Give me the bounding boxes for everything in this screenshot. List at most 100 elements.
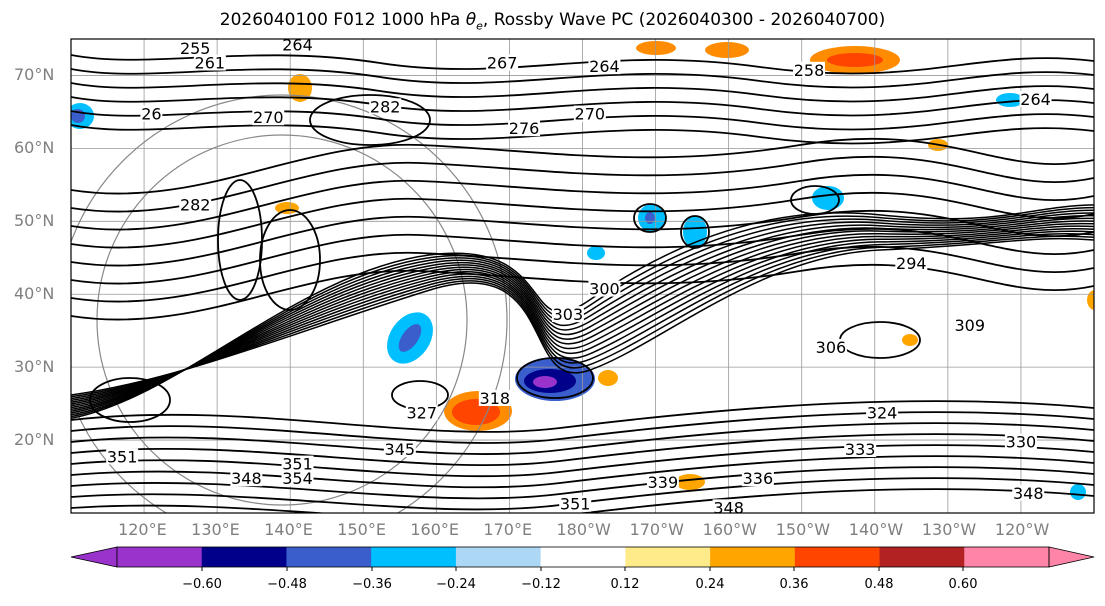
contour-label-background: [712, 499, 745, 513]
colorbar-tick-label: 0.60: [948, 577, 978, 592]
contour-line: [71, 245, 1094, 303]
colorbar-bin: [201, 547, 287, 567]
longitude-label: 120°W: [994, 520, 1050, 539]
contour-label: 306: [816, 338, 847, 357]
contour-label-background: [486, 54, 519, 71]
colorbar-bin: [371, 547, 457, 567]
warm-anomaly-blob: [275, 202, 299, 214]
contour-label-background: [281, 39, 314, 53]
contour-label-background: [953, 317, 986, 334]
colorbar-extend-high: [1048, 546, 1095, 568]
contour-label-background: [230, 470, 263, 487]
warm-anomaly-blob: [636, 41, 676, 55]
latitude-label: 50°N: [14, 211, 55, 231]
contour-label: 264: [589, 57, 620, 76]
latitude-label: 40°N: [14, 284, 55, 304]
contour-line: [71, 155, 1094, 213]
contour-line: [71, 173, 1094, 231]
warm-anomaly-blob: [675, 474, 705, 490]
contour-label-background: [369, 98, 402, 115]
contour-label: 270: [253, 108, 284, 127]
colorbar-tick-label: −0.36: [352, 577, 392, 592]
contour-eddy: [309, 94, 431, 146]
contour-label-background: [405, 404, 438, 421]
contour-label-background: [252, 109, 285, 126]
contour-label-background: [573, 105, 606, 122]
colorbar: [70, 546, 1095, 571]
contour-label: 351: [282, 455, 313, 474]
contour-label: 348: [1013, 484, 1044, 503]
colorbar-tick-label: 0.36: [779, 577, 809, 592]
cold-anomaly-blob: [996, 93, 1024, 107]
contour-label-background: [1019, 90, 1052, 107]
contour-eddy: [217, 179, 263, 301]
colorbar-tick-label: −0.24: [436, 577, 476, 592]
contour-label: 264: [1020, 90, 1051, 109]
contour-line: [71, 110, 1094, 131]
contour-label-background: [814, 338, 847, 355]
colorbar-tick-label: 0.12: [610, 577, 640, 592]
contour-label: 294: [896, 254, 927, 273]
colorbar-tick-label: −0.60: [182, 577, 222, 592]
contour-line: [71, 433, 1094, 467]
colorbar-bin: [879, 547, 965, 567]
colorbar-bin: [710, 547, 796, 567]
contour-line: [71, 137, 1094, 195]
contour-label-background: [179, 39, 212, 56]
longitude-label: 160°W: [702, 520, 757, 539]
longitude-label: 130°W: [921, 520, 977, 539]
title-prefix: 2026040100 F012 1000 hPa: [219, 10, 466, 30]
contour-eddy: [633, 203, 667, 233]
contour-label-background: [895, 255, 928, 272]
contour-label: 264: [282, 35, 313, 54]
colorbar-tick-label: −0.12: [521, 577, 561, 592]
contour-label: 26: [141, 105, 161, 124]
latitude-label: 20°N: [14, 430, 55, 450]
contour-label: 327: [406, 404, 437, 423]
contour-label-background: [588, 58, 621, 75]
cold-anomaly-blob: [587, 246, 605, 260]
contour-label: 351: [560, 495, 591, 514]
contour-label: 354: [282, 469, 313, 488]
contour-label: 324: [867, 404, 898, 423]
contour-line: [71, 235, 1094, 398]
cold-anomaly-center: [533, 376, 557, 388]
contour-label-background: [106, 448, 139, 465]
warm-anomaly-blob: [1087, 290, 1094, 310]
contour-label-background: [741, 470, 774, 487]
cold-anomaly-core: [398, 324, 422, 352]
contour-eddy: [790, 185, 840, 215]
contour-line: [71, 232, 1094, 400]
contour-label: 318: [480, 389, 511, 408]
contour-label: 330: [1006, 433, 1037, 452]
colorbar-tick-label: 0.24: [695, 577, 725, 592]
contour-eddy: [89, 377, 171, 423]
longitude-label: 120°E: [118, 520, 167, 539]
longitude-label: 130°E: [191, 520, 240, 539]
contour-label-background: [281, 455, 314, 472]
colorbar-outline: [116, 546, 1050, 568]
colorbar-bin: [964, 547, 1050, 567]
contour-label-background: [1012, 484, 1045, 501]
contour-label: 345: [385, 440, 416, 459]
contour-label-background: [866, 404, 899, 421]
colorbar-bin: [625, 547, 711, 567]
colorbar-bin: [540, 547, 626, 567]
colorbar-tick-label: −0.48: [267, 577, 307, 592]
contour-label-background: [588, 280, 621, 297]
latitude-label: 70°N: [14, 65, 55, 85]
contour-label-background: [793, 61, 826, 78]
contour-line: [71, 212, 1094, 414]
contour-label: 282: [180, 196, 211, 215]
contour-label: 336: [743, 469, 774, 488]
colorbar-bin: [117, 547, 203, 567]
contour-label-background: [179, 196, 212, 213]
contour-line: [71, 400, 1094, 433]
contour-label-background: [193, 54, 226, 71]
warm-anomaly-blob: [902, 334, 918, 346]
contour-label-background: [551, 306, 584, 323]
reference-circle: [71, 94, 508, 513]
